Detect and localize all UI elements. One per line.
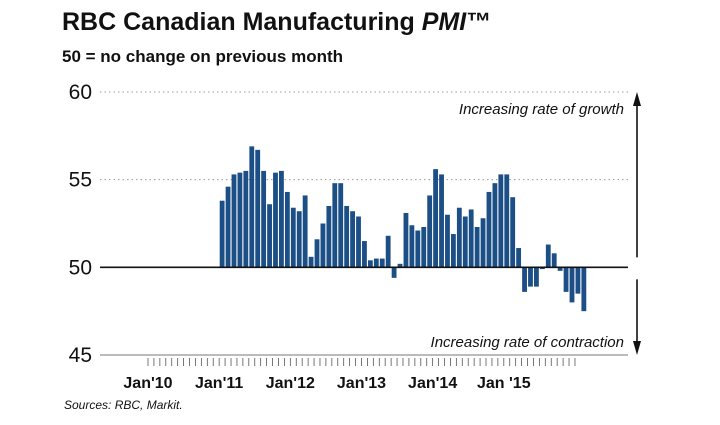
y-tick-label-60: 60 [69,81,92,104]
gridlines [100,91,628,356]
bar [225,186,231,268]
bar [415,230,421,268]
bar [356,216,361,268]
bar [332,183,338,268]
bar [462,216,468,268]
bar [255,149,261,268]
x-tick-label: Jan'14 [408,375,457,392]
bar [391,267,397,278]
y-tick-label-45: 45 [69,344,92,367]
y-axis-ticks: 60 55 50 45 [69,81,92,367]
bar [237,172,243,268]
bar [421,227,427,268]
bar [219,200,225,268]
bar [267,204,272,268]
chart-title-trademark: ™ [466,8,492,36]
bar [522,267,527,292]
chart-title-pmi: PMI [421,8,467,36]
annotation-growth: Increasing rate of growth [459,101,624,118]
bar [456,207,462,268]
bar [290,207,296,268]
bar [302,195,308,268]
bar [397,263,403,268]
arrow-up-head [633,92,641,106]
x-axis: Jan'10 Jan'11 Jan'12 Jan'13 Jan'14 Jan '15 [123,358,576,392]
bar [338,183,344,268]
bar [468,209,474,268]
bar [439,174,444,268]
bar [433,169,439,268]
bar [279,170,284,268]
bar [249,146,255,268]
bar [498,174,504,268]
annotation-contraction: Increasing rate of contraction [431,334,624,351]
y-tick-label-50: 50 [69,256,92,279]
source-note: Sources: RBC, Markit. [64,398,183,412]
chart-subtitle: 50 = no change on previous month [62,47,344,66]
bar [385,235,391,268]
bar [516,248,522,268]
x-tick-label: Jan'12 [266,375,315,392]
bars [219,146,587,312]
bar [403,212,409,268]
bar [273,172,278,268]
bar [445,214,450,268]
x-tick-label: Jan'11 [195,375,243,392]
bar [427,195,433,268]
bar [284,191,290,268]
bar [379,258,385,268]
bar [373,258,379,268]
bar [545,244,551,268]
bar [308,256,314,268]
bar [581,267,587,312]
bar [320,223,326,268]
bar [486,191,492,268]
bar [261,170,267,268]
bar [480,218,486,268]
bar [344,205,350,268]
bar [563,267,569,292]
bar [350,211,355,268]
bar [551,253,557,268]
bar [409,225,415,268]
x-tick-label: Jan'10 [123,375,172,392]
bar [450,234,456,268]
bar [314,239,320,268]
bar [367,260,373,268]
bar [504,174,510,268]
bar [362,241,367,268]
x-tick-label: Jan '15 [477,375,531,392]
chart-title-text: RBC Canadian Manufacturing [62,8,415,36]
bar [326,205,332,268]
bar [557,267,563,271]
bar [474,227,480,268]
bar [575,267,581,294]
chart-title: RBC Canadian Manufacturing PMI™ [62,8,491,37]
bar [492,183,498,268]
bar [510,197,516,268]
direction-arrows [633,92,641,355]
bar [539,267,545,270]
bar [569,267,575,303]
x-tick-label: Jan'13 [337,375,386,392]
bar [534,267,539,287]
bar [528,267,533,287]
bar [243,170,249,268]
bar [231,174,237,268]
arrow-down-head [633,341,641,355]
y-tick-label-55: 55 [69,169,92,192]
bar [296,211,302,268]
